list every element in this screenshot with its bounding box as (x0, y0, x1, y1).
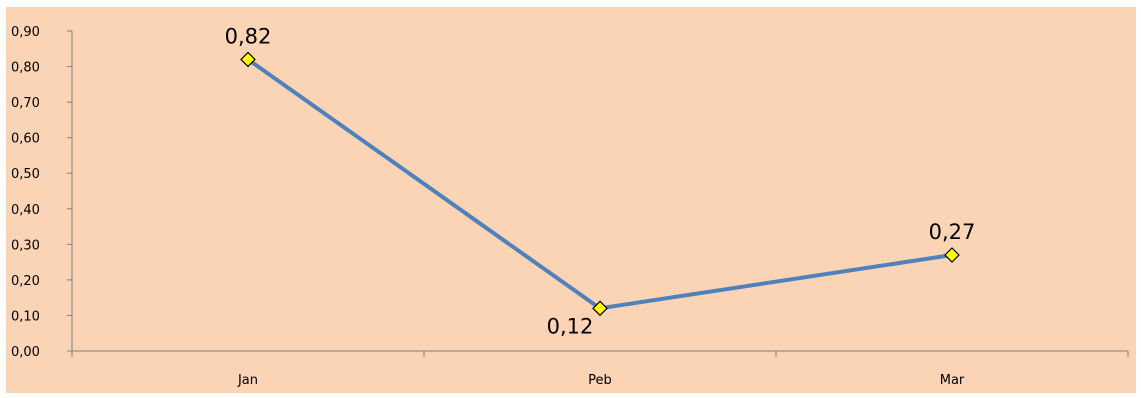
x-tick-label: Mar (940, 373, 965, 388)
markers-group (240, 51, 960, 317)
y-tick-label: 0,40 (11, 203, 40, 218)
y-tick-label: 0,20 (11, 274, 40, 289)
data-point-marker (944, 247, 960, 263)
data-label: 0,82 (225, 24, 272, 48)
y-tick-label: 0,00 (11, 345, 40, 360)
y-tick-label: 0,50 (11, 167, 40, 182)
y-tick-label: 0,10 (11, 309, 40, 324)
data-point-marker (592, 300, 608, 317)
x-axis-ticks: Jan Peb Mar (71, 351, 1129, 388)
x-tick-label: Jan (237, 373, 258, 388)
axes (71, 31, 1128, 352)
y-tick-label: 0,70 (11, 96, 40, 111)
y-axis-ticks: 0,00 0,10 0,20 0,30 0,40 0,50 0,60 0,70 0,80 0,90 (11, 25, 72, 360)
y-tick-label: 0,90 (11, 25, 40, 40)
data-label: 0,12 (547, 314, 594, 338)
chart-background (6, 7, 1136, 393)
y-tick-label: 0,80 (11, 61, 40, 76)
y-tick-label: 0,30 (11, 238, 40, 253)
data-label: 0,27 (929, 220, 976, 244)
y-tick-label: 0,60 (11, 132, 40, 147)
data-labels-group: 0,82 0,12 0,27 (225, 24, 976, 338)
data-point-marker (240, 51, 256, 68)
x-tick-label: Peb (588, 373, 612, 388)
